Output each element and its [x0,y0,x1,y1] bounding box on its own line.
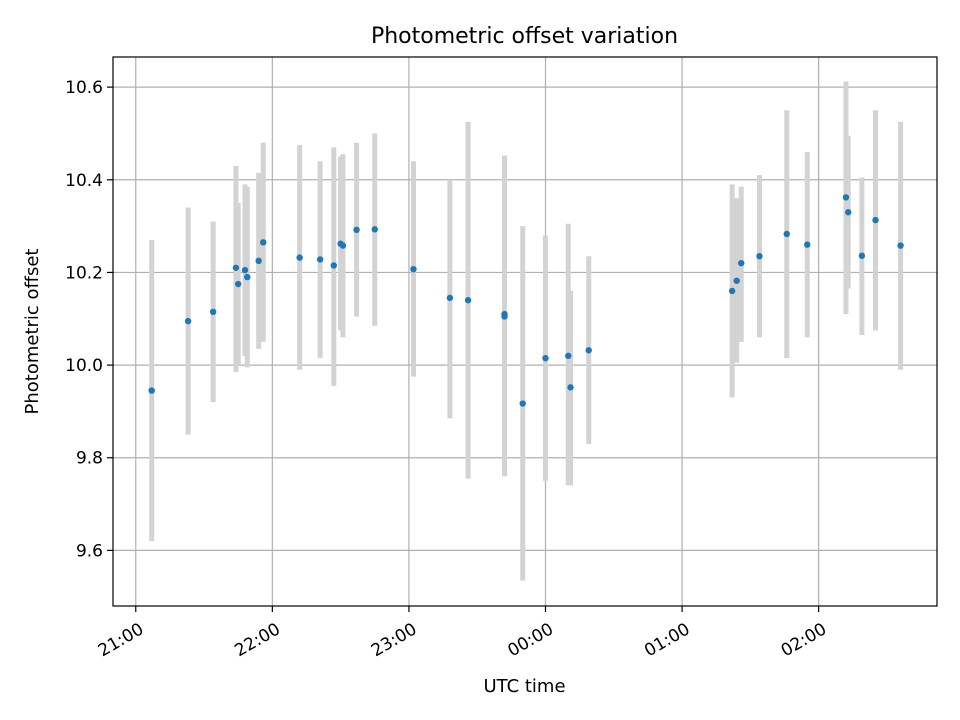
y-tick-label: 10.6 [65,78,103,98]
data-point [842,194,850,201]
data-point [316,256,324,263]
y-tick-label: 10.2 [65,263,103,283]
data-point [858,252,866,259]
data-point [296,254,303,261]
data-point [234,280,242,288]
x-axis-label: UTC time [483,676,565,697]
x-tick-label: 21:00 [95,619,147,661]
x-tick-label: 01:00 [641,619,693,661]
data-point [446,294,454,302]
data-point [184,317,192,325]
data-point [733,277,740,284]
data-point [728,287,736,295]
data-point [501,313,508,320]
data-point [410,265,417,273]
y-tick-label: 10.4 [65,171,103,191]
data-point [567,384,574,391]
x-axis-ticks: 21:00 22:00 23:00 00:00 01:00 02:00 [95,606,830,661]
data-point [804,241,811,248]
error-bars [149,81,904,581]
data-point [519,400,526,407]
data-point [232,264,240,271]
data-point [339,242,347,249]
data-point [260,239,267,246]
y-tick-label: 9.8 [76,449,103,469]
data-point [353,226,360,234]
data-point [585,347,592,354]
x-tick-label: 22:00 [231,619,283,661]
plot-frame [112,56,938,607]
x-tick-label: 00:00 [505,619,557,661]
data-point [845,209,852,216]
y-axis-ticks: 9.6 9.8 10.0 10.2 10.4 10.6 [65,78,113,561]
data-points [148,194,904,407]
data-point [255,257,262,265]
data-point [209,308,217,316]
data-point [872,216,879,224]
data-point [542,354,549,362]
data-point [738,259,745,267]
data-point [756,253,763,260]
data-point [330,262,337,269]
data-point [897,242,904,249]
data-point [241,266,249,274]
data-point [464,297,472,304]
data-point [783,230,790,238]
data-point [244,273,251,281]
data-point [148,387,155,394]
y-axis-label: Photometric offset [22,249,43,415]
x-tick-label: 02:00 [778,619,830,661]
y-tick-label: 10.0 [65,356,103,376]
y-tick-label: 9.6 [76,541,103,561]
x-tick-label: 23:00 [368,619,420,661]
chart-title: Photometric offset variation [371,24,678,49]
data-point [565,352,572,360]
data-point [371,226,378,233]
